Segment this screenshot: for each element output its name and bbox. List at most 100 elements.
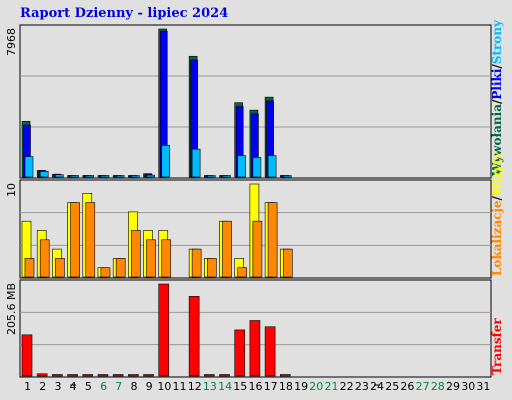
bar-strony-day-17 xyxy=(267,155,277,178)
bar-transfer-day-12 xyxy=(188,296,200,377)
panel-requests: 7968 Wywołania/Pliki/Strony xyxy=(5,19,504,179)
x-tick-label-day-25: 25 xyxy=(385,380,399,393)
bar-transfer-day-14 xyxy=(219,374,230,377)
panel-max-label: 7968 xyxy=(5,28,18,56)
x-tick-label-day-31: 31 xyxy=(476,380,490,393)
bar-strony-day-10 xyxy=(161,145,171,178)
bar-lokalizacje-day-5 xyxy=(85,202,96,278)
bar-strony-day-1 xyxy=(24,156,34,178)
x-tick-label-day-3: 3 xyxy=(54,380,61,393)
bar-lokalizacje-day-15 xyxy=(237,267,248,278)
x-tick-label-day-5: 5 xyxy=(85,380,92,393)
x-tick-label-day-15: 15 xyxy=(233,380,247,393)
legend-entry: Wywołania xyxy=(490,104,504,177)
legend-entry: Lokalizacje xyxy=(490,200,504,276)
x-tick-label-day-9: 9 xyxy=(146,380,153,393)
bar-transfer-day-2 xyxy=(36,373,48,377)
bar-lokalizacje-day-4 xyxy=(70,202,80,278)
panel-visits: 10 Lokalizacje/Wizyty xyxy=(5,151,504,279)
bar-lokalizacje-day-14 xyxy=(222,220,232,278)
x-tick-label-day-4: 4 xyxy=(70,380,77,393)
bar-lokalizacje-day-1 xyxy=(24,258,35,278)
x-tick-label-day-13: 13 xyxy=(203,380,217,393)
bar-lokalizacje-day-10 xyxy=(161,239,172,278)
panel-frame xyxy=(19,24,492,179)
bar-transfer-day-3 xyxy=(52,374,63,377)
panel-legend: Wywołania/Pliki/Strony xyxy=(490,19,504,177)
panel-max-label: 10 xyxy=(5,183,18,197)
bar-transfer-day-8 xyxy=(128,374,139,377)
x-tick-label-day-18: 18 xyxy=(279,380,293,393)
bar-lokalizacje-day-2 xyxy=(39,239,50,278)
panel-max-label: 205.6 MB xyxy=(5,283,18,335)
x-tick-label-day-6: 6 xyxy=(100,380,107,393)
bar-lokalizacje-day-17 xyxy=(267,202,278,278)
legend-entry: / xyxy=(490,64,504,69)
bar-transfer-day-4 xyxy=(67,374,78,377)
x-tick-label-day-14: 14 xyxy=(218,380,232,393)
bar-lokalizacje-day-18 xyxy=(282,248,293,278)
bar-strony-day-5 xyxy=(85,175,95,178)
x-tick-label-day-26: 26 xyxy=(400,380,414,393)
x-tick-label-day-23: 23 xyxy=(355,380,369,393)
chart-title: Raport Dzienny - lipiec 2024 xyxy=(20,6,228,21)
legend-entry: Wizyty xyxy=(490,151,504,197)
x-tick-label-day-2: 2 xyxy=(39,380,46,393)
bar-transfer-day-13 xyxy=(204,374,215,377)
x-tick-label-day-21: 21 xyxy=(324,380,338,393)
x-tick-label-day-12: 12 xyxy=(188,380,202,393)
bar-strony-day-6 xyxy=(100,175,110,178)
bar-transfer-day-6 xyxy=(97,374,109,377)
bar-lokalizacje-day-16 xyxy=(252,220,263,278)
x-tick-label-day-22: 22 xyxy=(340,380,354,393)
bar-strony-day-12 xyxy=(191,148,201,178)
bar-strony-day-15 xyxy=(237,155,247,178)
x-tick-label-day-7: 7 xyxy=(115,380,122,393)
bar-strony-day-18 xyxy=(282,175,292,178)
x-tick-label-day-20: 20 xyxy=(309,380,323,393)
bar-strony-day-3 xyxy=(55,174,64,178)
panel-legend: Lokalizacje/Wizyty xyxy=(490,151,504,276)
bar-strony-day-13 xyxy=(207,175,216,178)
bar-lokalizacje-day-9 xyxy=(146,239,156,278)
x-tick-label-day-11: 11 xyxy=(173,380,187,393)
bar-transfer-day-18 xyxy=(279,374,291,377)
x-tick-label-day-10: 10 xyxy=(157,380,171,393)
bar-strony-day-9 xyxy=(146,174,155,178)
chart-panels: 7968Wywołania/Pliki/Strony10Lokalizacje/… xyxy=(5,19,504,378)
bar-lokalizacje-day-8 xyxy=(131,230,141,278)
panel-legend: Transfer xyxy=(490,318,504,375)
bar-strony-day-16 xyxy=(252,157,262,178)
bar-strony-day-8 xyxy=(131,175,140,178)
legend-entry: / xyxy=(490,99,504,104)
bar-strony-day-2 xyxy=(39,171,49,178)
bar-lokalizacje-day-3 xyxy=(55,258,65,278)
bar-strony-day-7 xyxy=(115,175,125,178)
panel-transfer: 205.6 MB Transfer xyxy=(5,279,504,378)
legend-entry: / xyxy=(490,195,504,200)
bar-transfer-day-1 xyxy=(21,334,33,377)
bar-transfer-day-17 xyxy=(264,326,276,377)
bar-transfer-day-16 xyxy=(249,320,261,377)
legend-entry: Strony xyxy=(490,19,504,64)
panel-frame xyxy=(19,279,492,378)
x-tick-label-day-29: 29 xyxy=(446,380,460,393)
bar-transfer-day-9 xyxy=(143,374,154,377)
bar-transfer-day-5 xyxy=(82,374,94,377)
bar-lokalizacje-day-6 xyxy=(100,267,111,278)
bar-transfer-day-7 xyxy=(112,374,124,377)
x-tick-label-day-24: 24 xyxy=(370,380,384,393)
legend-entry: Transfer xyxy=(490,318,504,375)
x-tick-label-day-16: 16 xyxy=(249,380,263,393)
panel-frame xyxy=(19,179,492,279)
x-tick-label-day-28: 28 xyxy=(431,380,445,393)
x-tick-label-day-17: 17 xyxy=(264,380,278,393)
x-tick-label-day-8: 8 xyxy=(130,380,137,393)
bar-strony-day-14 xyxy=(222,175,231,178)
bar-lokalizacje-day-12 xyxy=(191,248,202,278)
x-tick-label-day-19: 19 xyxy=(294,380,308,393)
bar-transfer-day-15 xyxy=(234,329,246,377)
x-tick-label-day-1: 1 xyxy=(24,380,31,393)
bar-transfer-day-10 xyxy=(158,283,170,377)
